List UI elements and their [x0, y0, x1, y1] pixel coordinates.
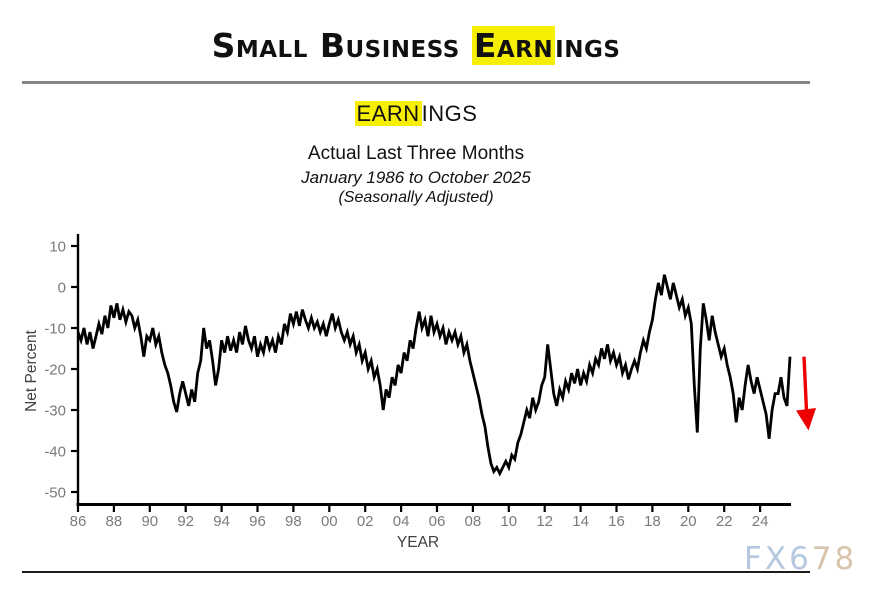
x-tick-label: 12: [536, 513, 553, 530]
y-tick-label: -10: [44, 321, 66, 338]
earnings-series-line: [76, 274, 792, 477]
trend-arrow-head: [796, 408, 817, 431]
y-tick-label: 10: [49, 239, 66, 256]
x-tick-label: 96: [249, 513, 266, 530]
page-title-post: ings: [555, 26, 621, 65]
chart-title: EARNINGS: [0, 101, 832, 127]
x-tick-label: 90: [141, 513, 158, 530]
subtitle-adjusted: (Seasonally Adjusted): [338, 189, 494, 206]
x-tick-label: 22: [716, 513, 733, 530]
y-tick-label: -50: [44, 485, 66, 502]
x-tick-label: 94: [213, 513, 230, 530]
chart-title-post: INGS: [421, 101, 478, 126]
x-tick-label: 06: [429, 513, 446, 530]
top-divider: [22, 81, 810, 84]
watermark-fx6: FX6: [744, 541, 812, 577]
y-tick-label: -40: [44, 444, 66, 461]
bottom-divider: [22, 571, 810, 573]
y-tick-label: -30: [44, 403, 66, 420]
x-tick-label: 10: [500, 513, 517, 530]
trend-arrow-shaft: [802, 356, 809, 412]
x-tick-label: 04: [393, 513, 410, 530]
chart-title-highlight: EARN: [354, 101, 422, 126]
x-tick-label: 24: [752, 513, 769, 530]
x-tick-label: 20: [680, 513, 697, 530]
y-tick-label: -20: [44, 362, 66, 379]
subtitle-actual: Actual Last Three Months: [307, 143, 525, 164]
page-title: Small Business Earnings: [0, 26, 832, 65]
x-tick-label: 98: [285, 513, 302, 530]
x-tick-label: 88: [106, 513, 123, 530]
subtitle-period: January 1986 to October 2025: [301, 168, 531, 187]
watermark: FX678: [744, 541, 857, 577]
x-axis-title: YEAR: [397, 534, 439, 551]
x-tick-label: 86: [70, 513, 87, 530]
page-title-highlight: Earn: [471, 26, 556, 65]
watermark-78: 78: [811, 541, 858, 577]
y-axis-title: Net Percent: [23, 329, 40, 412]
y-tick-label: 0: [58, 280, 66, 297]
x-tick-label: 16: [608, 513, 625, 530]
x-tick-label: 14: [572, 513, 589, 530]
x-tick-label: 00: [321, 513, 338, 530]
x-tick-label: 18: [644, 513, 661, 530]
x-tick-label: 02: [357, 513, 374, 530]
x-tick-label: 08: [465, 513, 482, 530]
x-tick-label: 92: [177, 513, 194, 530]
page-title-pre: Small Business: [211, 26, 472, 65]
